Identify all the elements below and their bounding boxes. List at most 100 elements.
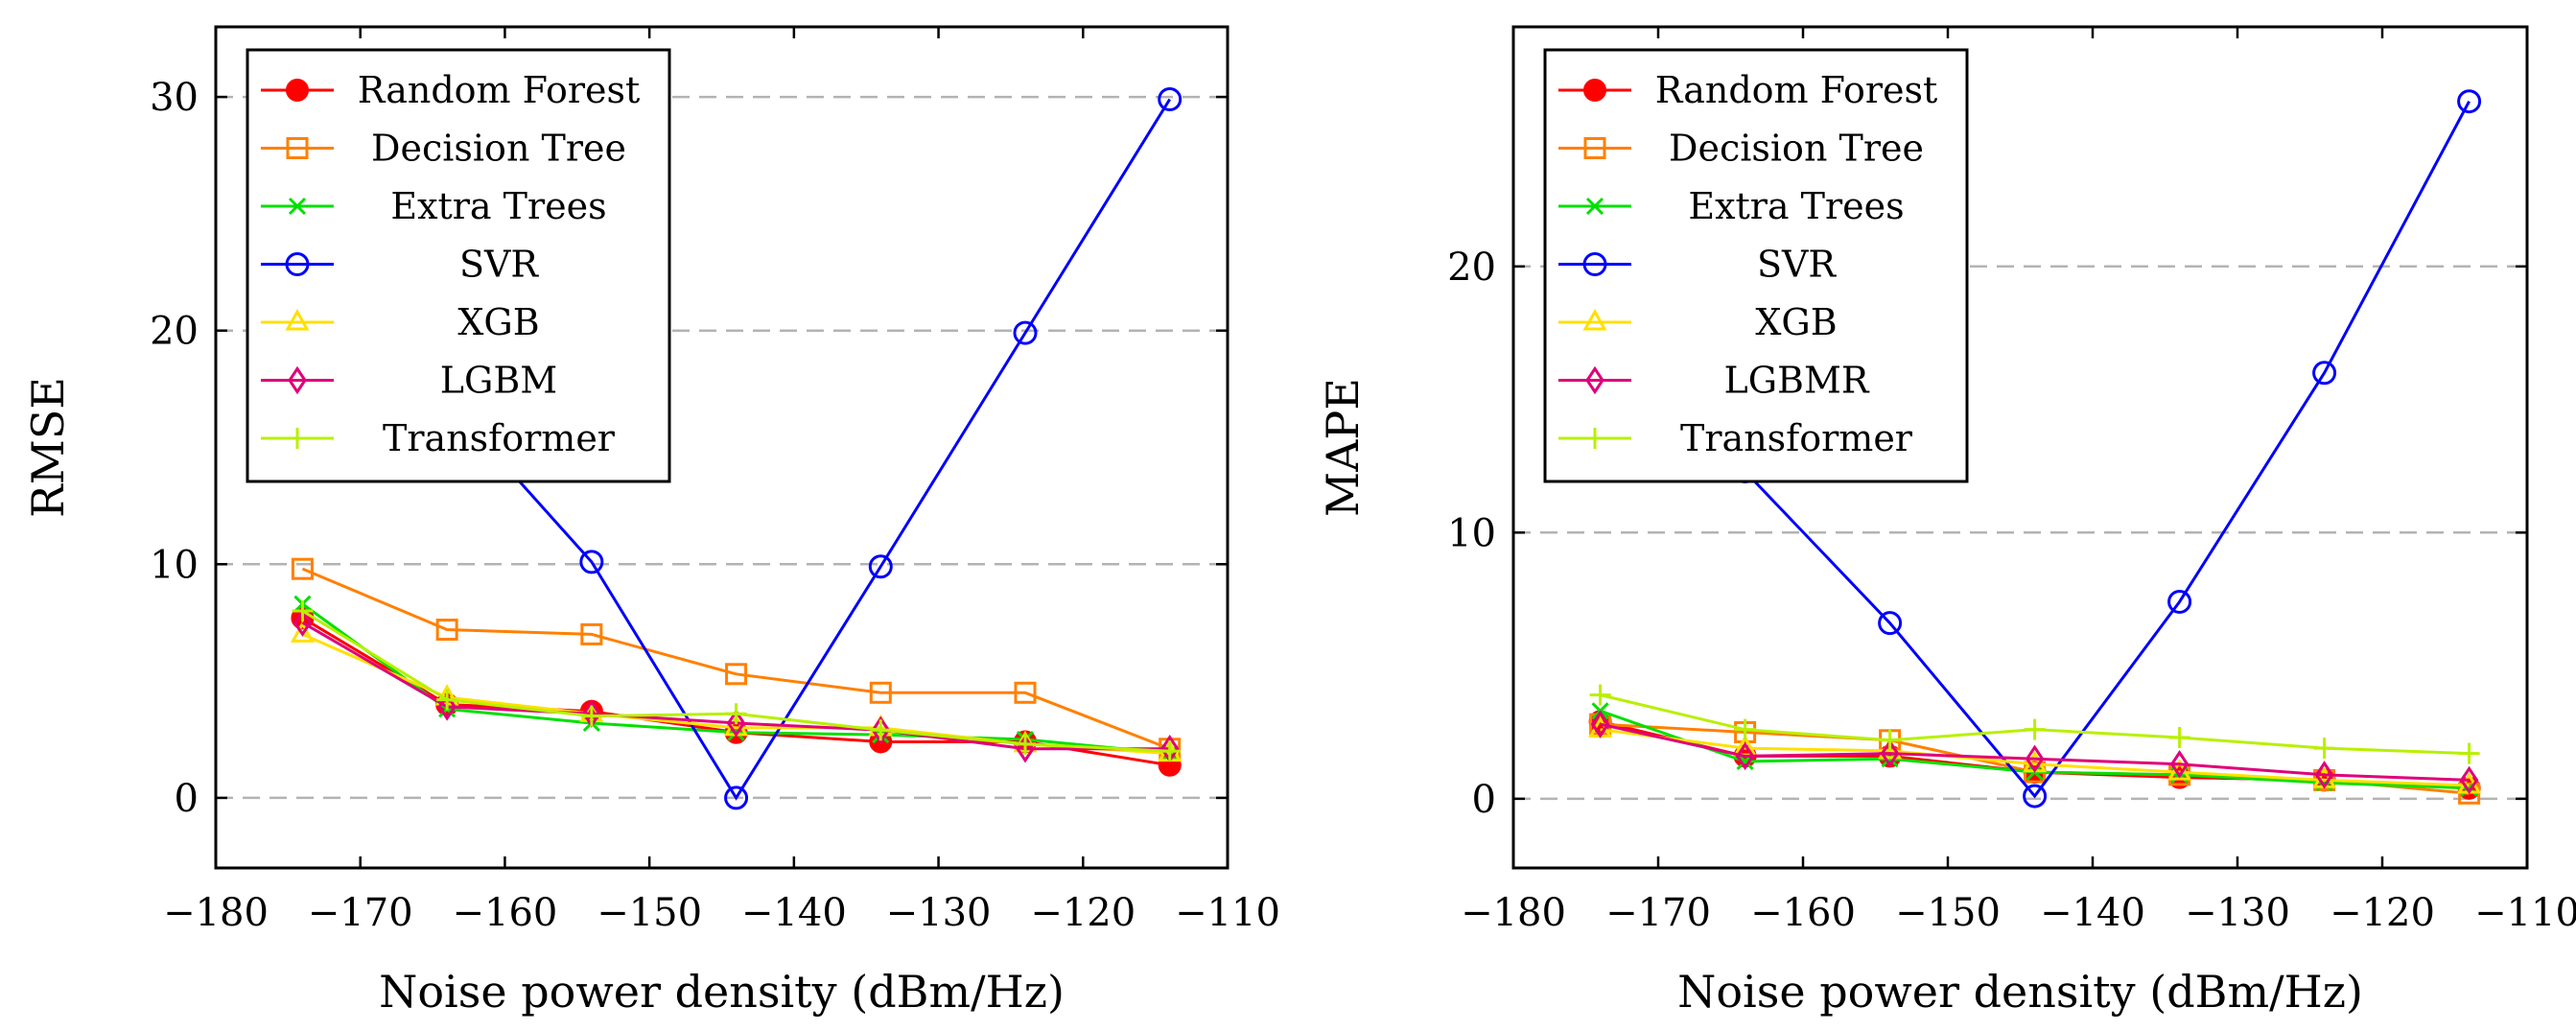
y-axis-label: RMSE bbox=[22, 377, 74, 518]
mape-chart-panel: −180 −170 −160 −150 −140 −130 −120 −110 0 10 20 Noi… bbox=[1317, 25, 2576, 1018]
data-point-svr bbox=[1158, 87, 1183, 112]
legend-marker-random-forest bbox=[286, 79, 309, 102]
series-decision-tree bbox=[291, 557, 1182, 761]
legend-marker-random-forest bbox=[1583, 79, 1606, 102]
legend-marker-extra-trees bbox=[1585, 197, 1604, 216]
data-point-transformer bbox=[870, 719, 892, 741]
legend-label: Random Forest bbox=[1655, 69, 1938, 111]
legend-entry-random-forest: Random Forest bbox=[261, 69, 640, 111]
legend-label: XGB bbox=[457, 301, 539, 343]
legend-label: XGB bbox=[1755, 301, 1837, 343]
legend-entry-lgbm: LGBM bbox=[261, 360, 557, 402]
data-point-transformer bbox=[725, 703, 747, 725]
y-tick-label: 30 bbox=[150, 76, 199, 120]
data-point-decision-tree bbox=[1014, 681, 1037, 704]
series-transformer bbox=[292, 600, 1181, 762]
data-point-decision-tree bbox=[869, 681, 892, 704]
legend-entry-xgb: XGB bbox=[261, 301, 540, 343]
legend-label: Decision Tree bbox=[1669, 128, 1924, 170]
legend-label: LGBM bbox=[440, 360, 557, 402]
data-point-svr bbox=[724, 785, 749, 810]
data-point-svr bbox=[868, 554, 893, 579]
legend-entry-transformer: Transformer bbox=[1558, 417, 1913, 459]
x-tick-label: −110 bbox=[2474, 891, 2576, 935]
legend: Random Forest Decision Tree Extra Trees SVR… bbox=[246, 48, 671, 483]
data-point-transformer bbox=[1734, 718, 1756, 740]
legend-label: Extra Trees bbox=[1688, 185, 1904, 227]
x-tick-label: −170 bbox=[1605, 891, 1711, 935]
legend-marker-transformer bbox=[1584, 428, 1605, 449]
x-axis-label: Noise power density (dBm/Hz) bbox=[1677, 966, 2363, 1018]
legend-label: SVR bbox=[1757, 244, 1837, 286]
legend-entry-decision-tree: Decision Tree bbox=[261, 128, 626, 170]
legend-entry-svr: SVR bbox=[261, 244, 539, 286]
axis-frame bbox=[214, 25, 1229, 870]
x-tick-label: −120 bbox=[1030, 891, 1136, 935]
x-tick-label: −160 bbox=[1750, 891, 1856, 935]
legend-label: Extra Trees bbox=[390, 185, 606, 227]
legend-label: LGBMR bbox=[1723, 360, 1869, 402]
data-point-transformer bbox=[2458, 742, 2480, 764]
legend-marker-extra-trees bbox=[288, 197, 307, 216]
data-point-transformer bbox=[2024, 718, 2046, 740]
data-point-transformer bbox=[2168, 727, 2190, 749]
x-tick-label: −160 bbox=[452, 891, 557, 935]
x-tick-label: −130 bbox=[2185, 891, 2290, 935]
data-point-lgbmr bbox=[2314, 761, 2334, 789]
x-tick-label: −170 bbox=[308, 891, 413, 935]
data-point-decision-tree bbox=[580, 622, 603, 645]
y-tick-label: 10 bbox=[1447, 511, 1496, 555]
data-point-transformer bbox=[1159, 740, 1181, 762]
y-tick-label: 0 bbox=[1472, 778, 1496, 822]
x-tick-label: −180 bbox=[163, 891, 269, 935]
data-point-svr bbox=[1878, 611, 1903, 636]
axis-frame bbox=[1511, 25, 2529, 870]
series-transformer bbox=[1589, 684, 2480, 764]
legend-entry-xgb: XGB bbox=[1558, 301, 1838, 343]
legend-marker-transformer bbox=[287, 428, 308, 449]
data-point-decision-tree bbox=[291, 557, 314, 580]
data-point-svr bbox=[1013, 320, 1038, 345]
legend-label: Decision Tree bbox=[371, 128, 626, 170]
data-point-decision-tree bbox=[435, 619, 458, 642]
series-lgbmr bbox=[1590, 710, 2479, 795]
legend-entry-extra-trees: Extra Trees bbox=[1558, 185, 1905, 227]
data-point-lgbm bbox=[726, 709, 746, 738]
y-tick-label: 20 bbox=[150, 310, 199, 354]
data-point-transformer bbox=[436, 689, 458, 711]
legend-marker-svr bbox=[1582, 252, 1607, 276]
data-point-xgb bbox=[290, 621, 315, 643]
legend-entry-lgbmr: LGBMR bbox=[1558, 360, 1870, 402]
series-line-xgb bbox=[1600, 728, 2470, 787]
rmse-chart-panel: −180 −170 −160 −150 −140 −130 −120 −110 0 10 20 30 N… bbox=[22, 25, 1280, 1018]
y-tick-label: 0 bbox=[175, 777, 199, 821]
legend-marker-svr bbox=[285, 252, 310, 276]
x-tick-label: −120 bbox=[2330, 891, 2435, 935]
x-tick-label: −140 bbox=[2040, 891, 2145, 935]
data-point-lgbm bbox=[871, 715, 891, 744]
data-point-transformer bbox=[1015, 733, 1036, 755]
series-line-lgbmr bbox=[1600, 722, 2470, 782]
legend-marker-xgb bbox=[1582, 308, 1607, 331]
legend-marker-decision-tree bbox=[1583, 137, 1606, 159]
y-tick-label: 20 bbox=[1447, 246, 1496, 290]
data-point-svr bbox=[2312, 361, 2337, 386]
plot-area bbox=[1588, 89, 2482, 808]
legend-marker-decision-tree bbox=[286, 137, 309, 159]
data-point-lgbm bbox=[293, 608, 313, 637]
data-point-transformer bbox=[2313, 738, 2335, 760]
x-tick-label: −180 bbox=[1461, 891, 1566, 935]
legend-label: Transformer bbox=[383, 417, 616, 459]
data-point-decision-tree bbox=[725, 663, 748, 686]
legend-marker-lgbm bbox=[288, 365, 307, 395]
legend-label: SVR bbox=[459, 244, 539, 286]
data-point-svr bbox=[2167, 589, 2192, 614]
x-tick-label: −150 bbox=[1895, 891, 2001, 935]
data-point-lgbmr bbox=[2169, 750, 2190, 779]
data-point-transformer bbox=[580, 705, 602, 727]
x-tick-label: −140 bbox=[741, 891, 847, 935]
data-point-lgbmr bbox=[2459, 765, 2479, 795]
legend-marker-xgb bbox=[285, 308, 310, 331]
legend-marker-lgbmr bbox=[1585, 365, 1604, 395]
